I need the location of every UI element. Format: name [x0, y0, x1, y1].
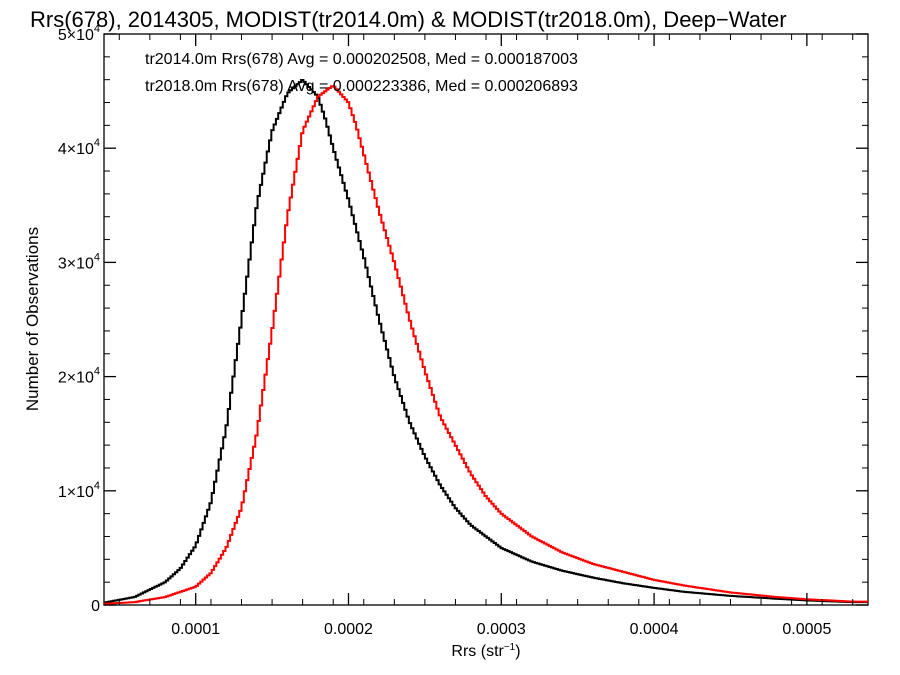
plot-border: [103, 33, 869, 606]
y-tick-label: 2×104: [58, 366, 100, 387]
y-axis-label: Number of Observations: [23, 227, 42, 411]
chart-title: Rrs(678), 2014305, MODIST(tr2014.0m) & M…: [30, 7, 787, 32]
plot-frame: [103, 33, 869, 606]
legend-entry-tr2014: tr2014.0m Rrs(678) Avg = 0.000202508, Me…: [145, 51, 578, 68]
series-line-1: [104, 85, 868, 605]
y-tick-label: 0: [91, 598, 100, 615]
x-tick-label: 0.0001: [171, 621, 220, 638]
y-tick-label: 1×104: [58, 480, 100, 501]
y-tick-label: 5×104: [58, 23, 100, 44]
legend-entry-tr2018: tr2018.0m Rrs(678) Avg = 0.000223386, Me…: [145, 78, 578, 95]
x-tick-label: 0.0002: [324, 621, 373, 638]
x-axis-label: Rrs (str−1): [451, 642, 520, 660]
x-tick-label: 0.0003: [477, 621, 526, 638]
x-tick-label: 0.0004: [630, 621, 679, 638]
y-tick-label: 4×104: [58, 137, 100, 158]
series-layer: [104, 79, 868, 605]
series-line-0: [104, 79, 868, 604]
x-axis-ticks: 0.0001 0.0002 0.0003 0.0004 0.0005: [118, 34, 854, 638]
y-axis-ticks: 0 1×104 2×104 3×104 4×104 5×104: [58, 23, 868, 615]
x-tick-label: 0.0005: [782, 621, 831, 638]
y-tick-label: 3×104: [58, 251, 100, 272]
